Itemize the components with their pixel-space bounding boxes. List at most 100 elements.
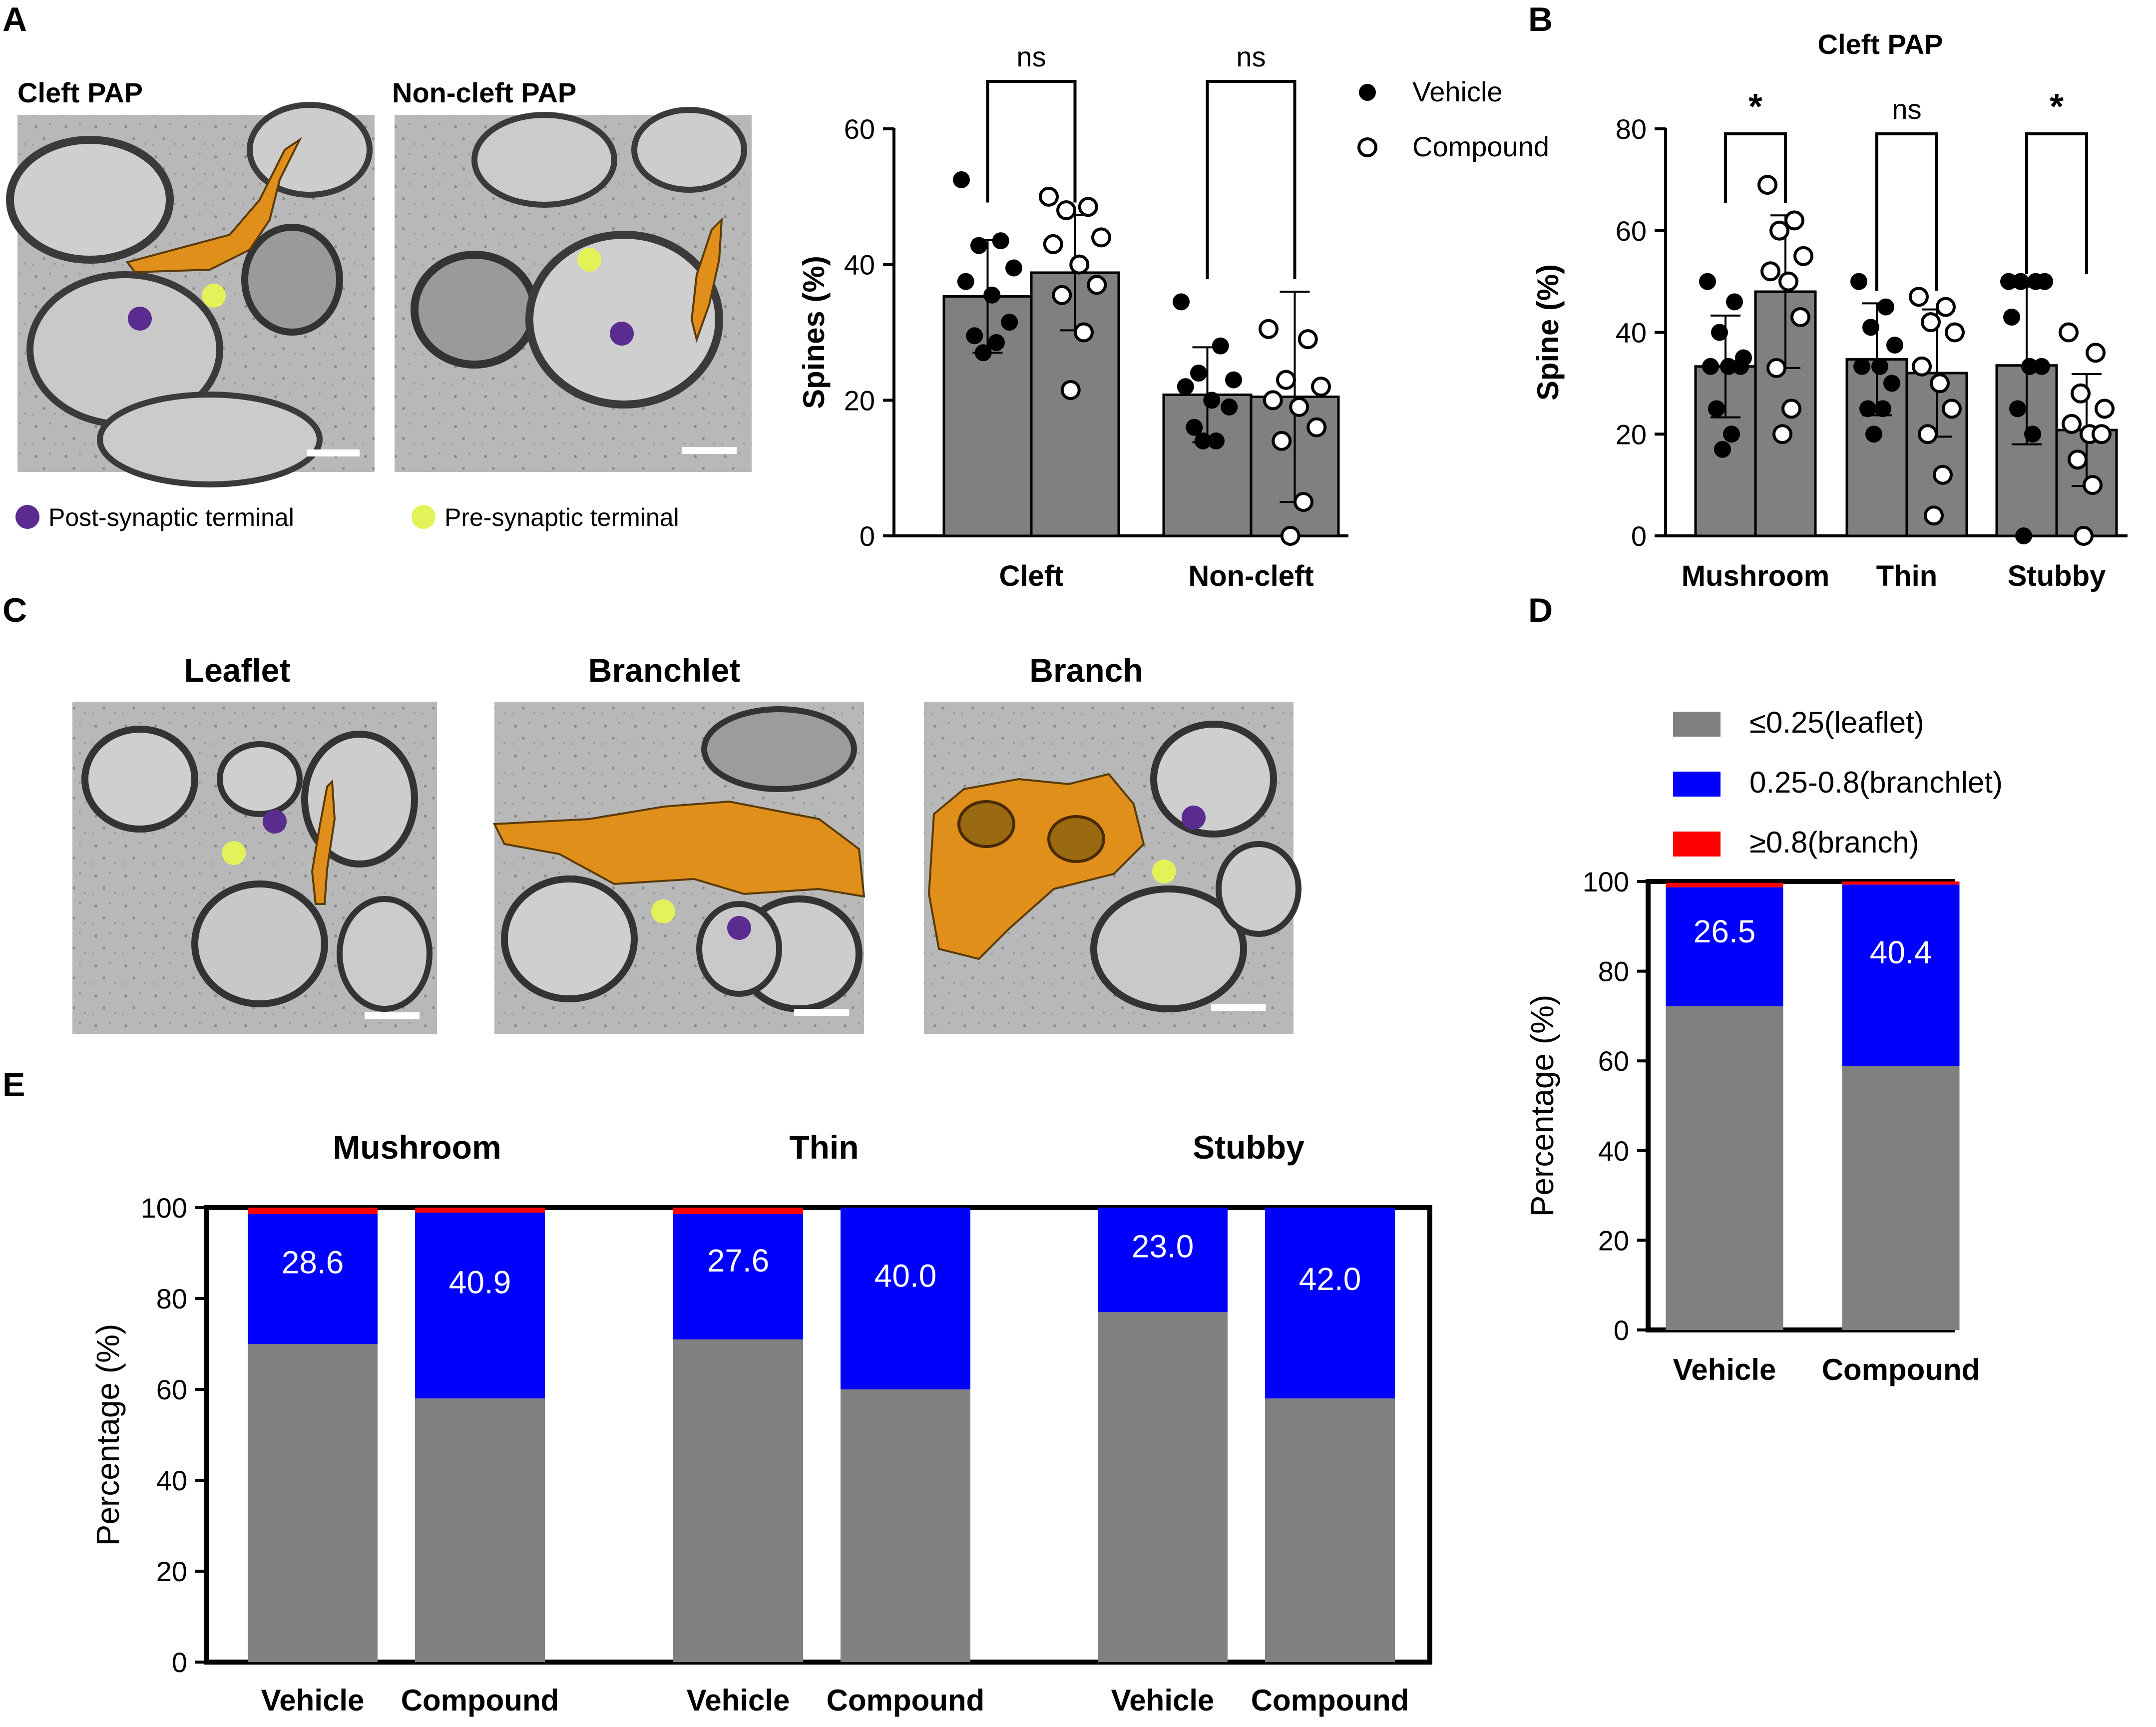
data-point-vehicle [1711, 324, 1728, 341]
y-axis-label: Spines (%) [797, 256, 831, 409]
data-point-compound [1772, 424, 1792, 444]
data-point-vehicle [957, 273, 974, 290]
data-point-compound [1945, 322, 1965, 343]
plot-frame [204, 1205, 1432, 1665]
panel-label-b: B [1528, 0, 1553, 38]
legend-leaflet-label: ≤0.25(leaflet) [1749, 706, 1924, 739]
data-point-compound [1074, 322, 1094, 343]
data-point-compound [1280, 526, 1300, 546]
data-point-vehicle [1001, 314, 1018, 331]
data-point-compound [1087, 275, 1107, 295]
data-point-compound [1793, 246, 1813, 266]
data-point-compound [1766, 358, 1786, 378]
data-point-compound [1933, 464, 1953, 485]
data-point-compound [2083, 475, 2103, 495]
legend-branch-swatch [1673, 832, 1721, 857]
data-point-compound [1781, 399, 1801, 419]
data-point-vehicle [1194, 432, 1212, 449]
data-point-vehicle [1850, 273, 1867, 290]
y-axis-label: Spine (%) [1531, 264, 1565, 401]
x-tick-label: Vehicle [1673, 1353, 1776, 1386]
x-tick-label: Thin [1876, 560, 1937, 592]
data-point-compound [1921, 312, 1941, 333]
data-point-vehicle [970, 237, 987, 254]
data-point-compound [1052, 285, 1072, 305]
bar-segment-leaflet [1666, 1006, 1783, 1330]
data-point-vehicle [1853, 358, 1870, 375]
y-tick-label: 0 [1631, 520, 1647, 552]
data-point-compound [1056, 200, 1076, 220]
y-tick-label: 80 [1616, 113, 1647, 145]
y-tick-label: 100 [1583, 866, 1629, 897]
segment-value-label: 40.4 [1870, 934, 1932, 970]
data-point-vehicle [2000, 273, 2017, 290]
segment-value-label: 40.9 [449, 1264, 511, 1300]
group-title: Stubby [1193, 1129, 1304, 1166]
data-point-vehicle [1225, 371, 1242, 389]
bar-segment-branchlet [673, 1214, 803, 1339]
data-point-vehicle [1714, 440, 1731, 458]
y-tick-label: 100 [141, 1192, 187, 1224]
significance-bracket [1206, 80, 1296, 279]
data-point-vehicle [2021, 358, 2038, 375]
data-point-vehicle [2012, 273, 2029, 290]
data-point-compound [1297, 329, 1318, 350]
bar-segment-branchlet [1265, 1208, 1395, 1399]
data-point-compound [1060, 380, 1081, 400]
data-point-vehicle [2003, 308, 2020, 326]
data-point-vehicle [2036, 273, 2053, 290]
micrograph-branch [924, 702, 1301, 1034]
y-tick-label: 0 [172, 1647, 187, 1678]
legend-vehicle-marker [1359, 84, 1376, 101]
data-point-compound [1930, 373, 1950, 394]
x-tick-label: Compound [827, 1684, 985, 1717]
chart-e-stacked: 0 20 40 60 80 100 Percentage (%) 28.6 Vehicle 40.… [90, 1129, 1432, 1717]
branchlet-title: Branchlet [588, 652, 740, 689]
data-point-vehicle [1221, 398, 1238, 416]
data-point-compound [1757, 175, 1777, 195]
chart-d-legend: ≤0.25(leaflet) 0.25-0.8(branchlet) ≥0.8(… [1673, 706, 2003, 859]
x-tick-label: Vehicle [687, 1684, 790, 1717]
data-point-vehicle [1859, 400, 1876, 418]
chart-a-legend: Vehicle Compound [1357, 76, 1549, 162]
bar-segment-leaflet [673, 1339, 803, 1662]
data-point-compound [1294, 492, 1313, 512]
data-point-compound [1276, 370, 1296, 390]
data-point-compound [1272, 431, 1292, 451]
data-point-vehicle [966, 327, 983, 345]
micrograph-non-cleft-pap [395, 107, 752, 472]
data-point-compound [1924, 505, 1944, 526]
micrograph-leaflet [72, 702, 437, 1034]
data-point-compound [1790, 307, 1810, 327]
data-point-vehicle [1720, 358, 1737, 375]
x-tick-label: Compound [1251, 1684, 1409, 1717]
y-axis-label: Percentage (%) [1524, 995, 1560, 1217]
bar-segment-branchlet [415, 1213, 545, 1399]
pre-synaptic-marker [412, 505, 435, 529]
data-point-compound [2074, 526, 2094, 546]
legend-compound-marker [1357, 137, 1377, 157]
significance-label: ns [1236, 41, 1266, 72]
data-point-compound [1043, 234, 1063, 254]
legend-branch-label: ≥0.8(branch) [1749, 826, 1919, 859]
post-synaptic-label: Post-synaptic terminal [48, 503, 294, 531]
x-tick-label: Mushroom [1682, 560, 1829, 592]
data-point-compound [1311, 377, 1331, 397]
panel-label-e: E [2, 1066, 25, 1104]
data-point-compound [1069, 254, 1090, 275]
y-tick-label: 0 [860, 520, 875, 552]
chart-title: Cleft PAP [1818, 28, 1943, 60]
data-point-vehicle [1212, 337, 1229, 355]
segment-value-label: 27.6 [707, 1243, 770, 1279]
x-tick-label: Non-cleft [1188, 560, 1313, 592]
data-point-compound [1942, 399, 1962, 419]
marker-legend: Post-synaptic terminal Pre-synaptic term… [15, 503, 679, 531]
bar-segment-leaflet [841, 1389, 970, 1662]
data-point-compound [1909, 287, 1929, 307]
bar-segment-leaflet [248, 1344, 378, 1662]
y-tick-label: 60 [1616, 215, 1647, 247]
data-point-compound [2071, 383, 2091, 404]
data-point-vehicle [1177, 378, 1194, 396]
panel-label-d: D [1528, 591, 1553, 629]
bar-segment-branchlet [248, 1214, 378, 1344]
